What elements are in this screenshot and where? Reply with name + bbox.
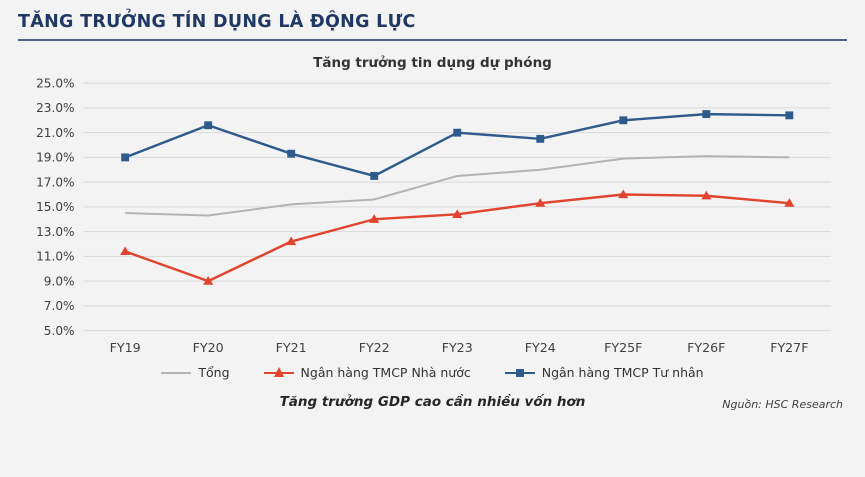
series-marker-triangle bbox=[534, 198, 545, 207]
x-tick-label: FY23 bbox=[441, 340, 472, 355]
chart-area: 5.0% 7.0% 9.0% 11.0% 13.0% 15.0% 17.0% 19.0% 21.… bbox=[18, 75, 847, 363]
y-tick-label: 11.0% bbox=[36, 250, 74, 264]
y-tick-label: 9.0% bbox=[43, 274, 74, 288]
chart-canvas: 5.0% 7.0% 9.0% 11.0% 13.0% 15.0% 17.0% 19.0% 21.… bbox=[36, 76, 831, 355]
y-tick-label: 19.0% bbox=[36, 151, 74, 165]
series-line-0 bbox=[124, 155, 789, 217]
y-tick-label: 23.0% bbox=[36, 101, 74, 115]
y-tick-label: 25.0% bbox=[36, 76, 74, 90]
x-tick-label: FY26F bbox=[687, 340, 725, 355]
series-marker-triangle bbox=[202, 276, 213, 285]
series-marker-square bbox=[203, 121, 212, 130]
chart-caption: Tăng trưởng GDP cao cần nhiều vốn hơn bbox=[279, 394, 586, 410]
series-marker-triangle bbox=[285, 236, 296, 246]
x-tick-label: FY21 bbox=[275, 340, 306, 355]
series-marker-square bbox=[701, 110, 710, 119]
x-tick-label: FY22 bbox=[358, 340, 389, 355]
series-marker-triangle bbox=[617, 189, 628, 199]
chart-legend: Tổng Ngân hàng TMCP Nhà nước Ngân hàng T… bbox=[18, 365, 847, 380]
series-marker-square bbox=[120, 153, 129, 162]
series-line-1 bbox=[124, 193, 789, 283]
y-tick-label: 15.0% bbox=[36, 200, 74, 214]
series-marker-square bbox=[452, 128, 461, 137]
legend-label: Ngân hàng TMCP Nhà nước bbox=[300, 365, 471, 380]
legend-triangle-icon bbox=[263, 367, 294, 378]
y-tick-label: 7.0% bbox=[43, 299, 74, 313]
page-header: TĂNG TRƯỞNG TÍN DỤNG LÀ ĐỘNG LỰC bbox=[18, 12, 847, 41]
legend-item-tong: Tổng bbox=[161, 365, 230, 380]
chart-title: Tăng trưởng tin dụng dự phóng bbox=[313, 55, 552, 71]
x-tick-label: FY27F bbox=[770, 340, 808, 355]
series-marker-square bbox=[618, 116, 627, 125]
y-tick-label: 13.0% bbox=[36, 225, 74, 239]
series-marker-square bbox=[535, 134, 544, 143]
series-marker-triangle bbox=[451, 209, 462, 218]
legend-line-icon bbox=[161, 367, 192, 378]
legend-item-nha-nuoc: Ngân hàng TMCP Nhà nước bbox=[263, 365, 471, 380]
legend-square-icon bbox=[504, 367, 535, 378]
x-tick-label: FY19 bbox=[109, 340, 140, 355]
series-marker-triangle bbox=[119, 246, 130, 256]
y-tick-label: 5.0% bbox=[43, 324, 74, 338]
page-title: TĂNG TRƯỞNG TÍN DỤNG LÀ ĐỘNG LỰC bbox=[18, 12, 416, 32]
y-tick-label: 21.0% bbox=[36, 126, 74, 140]
footer: Tăng trưởng GDP cao cần nhiều vốn hơn Ng… bbox=[18, 394, 847, 424]
y-tick-label: 17.0% bbox=[36, 175, 74, 189]
x-tick-label: FY20 bbox=[192, 340, 223, 355]
source-credit: Nguồn: HSC Research bbox=[722, 398, 843, 411]
series-marker-triangle bbox=[700, 190, 711, 200]
legend-label: Tổng bbox=[198, 365, 230, 380]
series-marker-square bbox=[784, 111, 793, 120]
series-marker-square bbox=[369, 172, 378, 180]
series-marker-triangle bbox=[368, 214, 379, 223]
series-line-2 bbox=[124, 112, 789, 178]
chart-block: Tăng trưởng tin dụng dự phóng 5.0% 7.0% 9.… bbox=[18, 55, 847, 380]
legend-item-tu-nhan: Ngân hàng TMCP Tư nhân bbox=[504, 365, 704, 380]
series-marker-square bbox=[286, 149, 295, 158]
x-tick-label: FY25F bbox=[604, 340, 642, 355]
header-divider bbox=[18, 39, 847, 41]
x-tick-label: FY24 bbox=[524, 340, 555, 355]
legend-label: Ngân hàng TMCP Tư nhân bbox=[541, 365, 704, 380]
series-marker-triangle bbox=[783, 198, 794, 207]
